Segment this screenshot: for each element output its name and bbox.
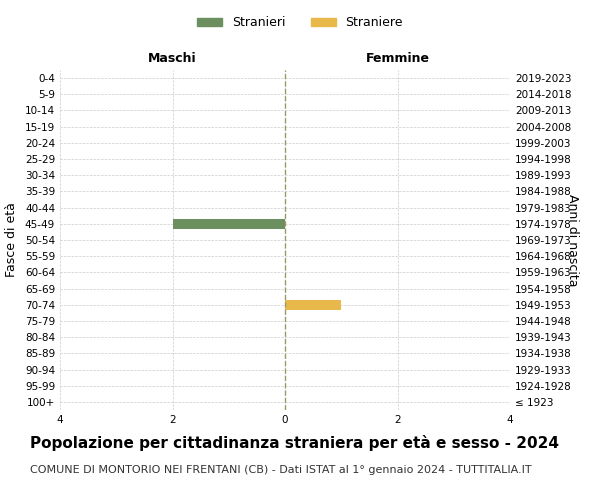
Legend: Stranieri, Straniere: Stranieri, Straniere (192, 11, 408, 34)
Text: Maschi: Maschi (148, 52, 197, 65)
Text: Popolazione per cittadinanza straniera per età e sesso - 2024: Popolazione per cittadinanza straniera p… (30, 435, 559, 451)
Text: Femmine: Femmine (365, 52, 430, 65)
Y-axis label: Fasce di età: Fasce di età (5, 202, 18, 278)
Y-axis label: Anni di nascita: Anni di nascita (566, 194, 578, 286)
Text: COMUNE DI MONTORIO NEI FRENTANI (CB) - Dati ISTAT al 1° gennaio 2024 - TUTTITALI: COMUNE DI MONTORIO NEI FRENTANI (CB) - D… (30, 465, 532, 475)
Bar (285, 300, 341, 310)
Bar (173, 219, 285, 228)
